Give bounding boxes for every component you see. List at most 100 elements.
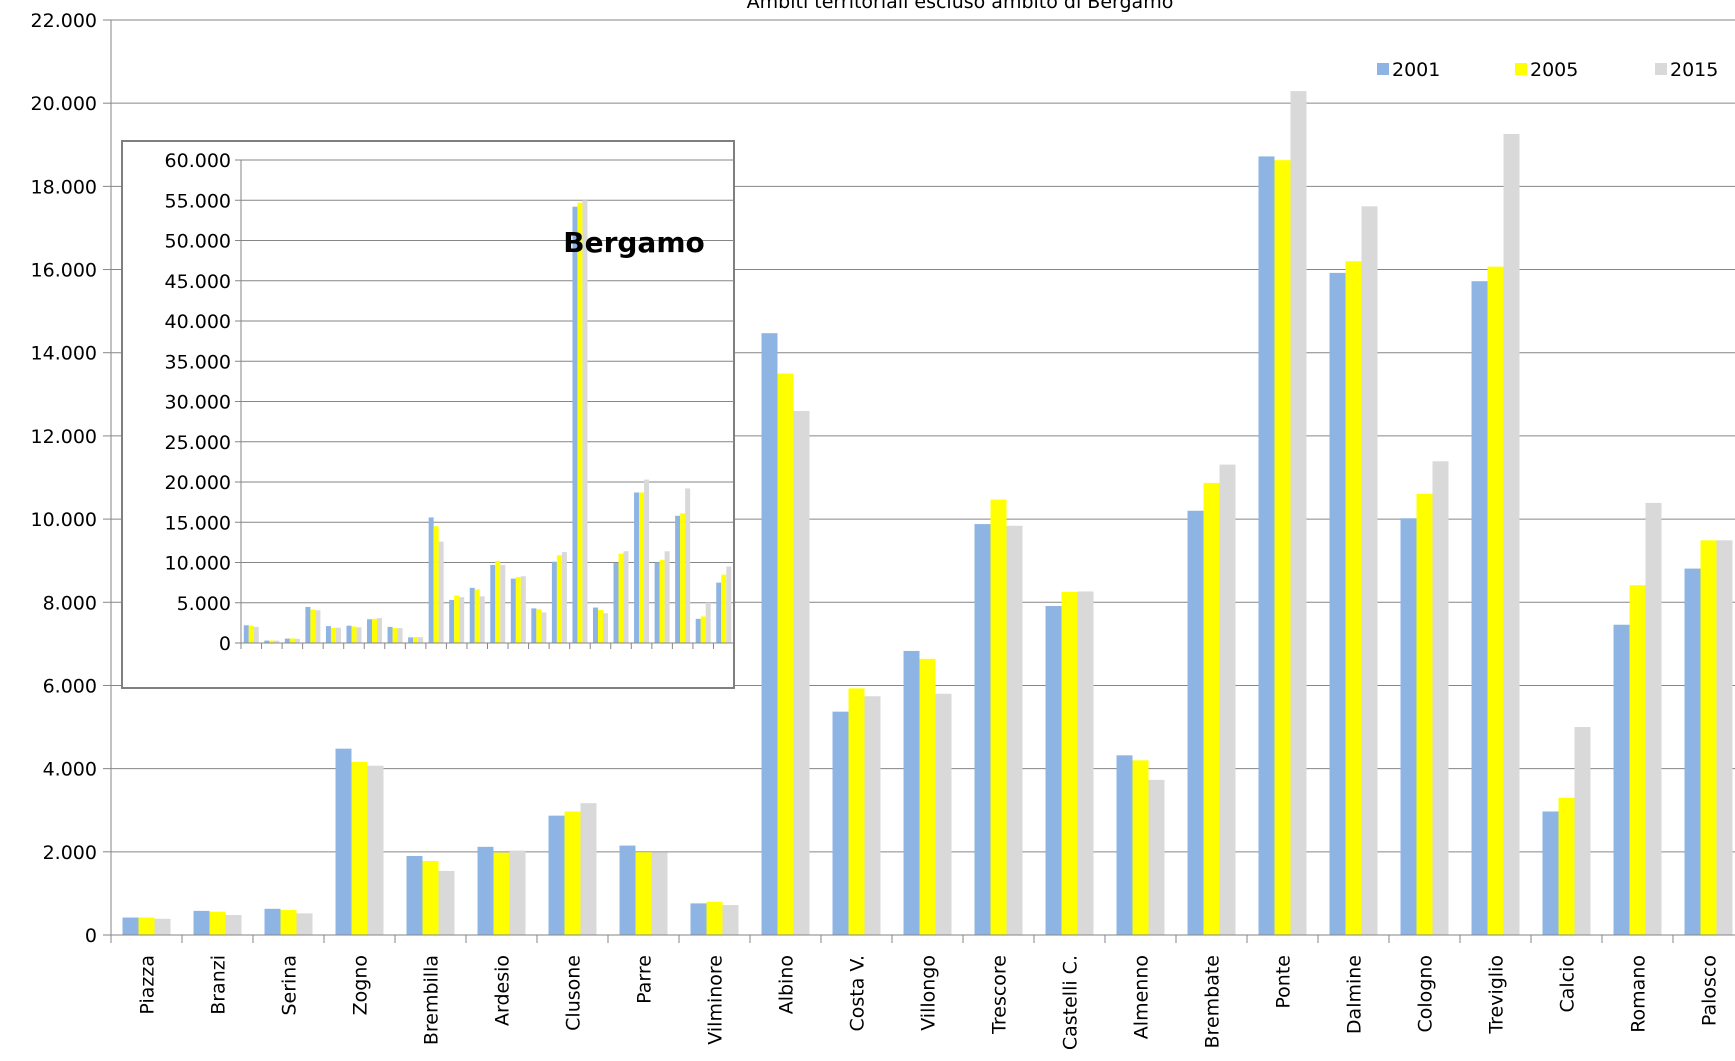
chart-title: Ambiti territoriali escluso ambito di Be… [747,0,1174,13]
category-label: Vilminore [705,955,727,1045]
inset-bar-2005 [413,636,419,643]
bar-2015-zogno [367,765,384,935]
inset-bar-2001 [675,515,681,643]
bar-2015-castellic [1077,591,1094,935]
bar-2015-ardesio [509,850,526,935]
main-bars [122,91,1733,936]
bar-2001-vilminore [690,903,707,935]
inset-bar-2001 [634,492,640,643]
inset-bar-2005 [618,553,624,643]
y-tick-label: 2.000 [43,842,97,864]
bar-2001-piazza [122,917,139,935]
inset-bar-2005 [577,202,583,644]
bar-2005-piazza [138,917,155,935]
inset-axes [235,159,734,649]
category-label: Parre [634,955,656,1004]
bar-2001-cologno [1400,518,1417,935]
bar-2005-palosco [1700,540,1717,935]
bar-2005-costav [848,688,865,935]
inset-y-tick-label: 40.000 [165,311,231,333]
inset-bar-2015 [602,613,608,643]
y-tick-label: 4.000 [43,759,97,781]
inset-bar-2001 [613,563,619,643]
bar-2005-vilminore [706,901,723,935]
inset-bar-2015 [664,551,670,643]
bar-2015-clusone [580,803,597,935]
bar-2005-brembate [1203,482,1220,935]
inset-bar-2015 [582,200,588,643]
bar-2015-albino [793,410,810,935]
inset-bar-2015 [459,597,465,643]
category-label: Ardesio [492,955,514,1026]
main-axes [103,19,1735,943]
inset-bar-2005 [515,576,521,643]
inset-y-tick-label: 5.000 [177,593,231,615]
bar-2001-almenno [1116,755,1133,935]
inset-bar-2015 [335,627,341,643]
inset-bar-2015 [726,566,732,643]
bar-2015-trescore [1006,525,1023,935]
inset-bar-2015 [520,576,526,643]
bar-2005-clusone [564,811,581,935]
bar-2015-serina [296,913,313,935]
category-label: Trescore [989,955,1011,1035]
bar-2005-zogno [351,761,368,935]
inset-bar-2005 [248,625,254,643]
inset-bar-2015 [705,602,711,643]
category-label: Albino [776,955,798,1014]
bar-2001-ponte [1258,156,1275,935]
legend-swatch-2001 [1377,63,1389,75]
inset-bar-2005 [372,618,378,643]
inset-y-tick-label: 60.000 [165,150,231,172]
inset-chart: 0 5.000 10.000 15.000 20.000 25.000 30.000 35.0… [121,140,735,689]
bar-2015-treviglio [1503,133,1520,935]
inset-y-tick-label: 35.000 [165,351,231,373]
bar-2015-vilminore [722,905,739,935]
bar-2015-cologno [1432,461,1449,935]
inset-bar-2015 [418,637,424,643]
bar-2001-romano [1613,624,1630,935]
category-label: Cologno [1415,955,1437,1033]
inset-bar-2015 [685,488,691,643]
y-tick-label: 8.000 [43,592,97,614]
inset-bar-2015 [644,479,650,643]
bar-2015-romano [1645,502,1662,935]
category-label: Dalmine [1344,955,1366,1034]
bar-2001-ardesio [477,846,494,935]
inset-bar-2005 [330,627,336,643]
category-label: Romano [1628,955,1650,1033]
inset-bar-2005 [536,609,542,643]
inset-bar-2001 [408,637,414,643]
category-label: Castelli C. [1060,955,1082,1050]
inset-bar-2005 [639,492,645,643]
inset-bar-2001 [284,638,290,643]
bar-2001-treviglio [1471,281,1488,935]
category-label: Costa V. [847,955,869,1032]
bar-2001-clusone [548,815,565,935]
inset-bar-2001 [325,626,331,643]
inset-bar-2015 [294,638,300,643]
inset-bar-2001 [367,619,373,643]
bar-2015-piazza [154,918,171,935]
bar-2001-serina [264,908,281,935]
bar-2015-brembilla [438,870,455,935]
category-label: Clusone [563,955,585,1031]
bar-2005-calcio [1558,797,1575,935]
inset-bar-2001 [716,582,722,643]
bar-2005-dalmine [1345,261,1362,935]
bar-2015-costav [864,696,881,935]
inset-bar-2001 [695,618,701,643]
category-label: Branzi [208,955,230,1015]
bar-2001-trescore [974,524,991,935]
category-label: Treviglio [1486,955,1508,1035]
inset-bar-2001 [264,640,270,643]
inset-bar-2015 [397,628,403,643]
inset-bar-2005 [495,560,501,643]
inset-y-tick-label: 25.000 [165,432,231,454]
bar-2015-palosco [1716,540,1733,935]
inset-bar-2015 [500,564,506,643]
main-y-tick-labels: 0 2.000 4.000 6.000 8.000 10.000 12.000 14.000 1… [31,10,97,947]
inset-y-tick-label: 0 [219,633,231,655]
inset-bar-2005 [556,555,562,643]
inset-bar-2005 [392,628,398,643]
